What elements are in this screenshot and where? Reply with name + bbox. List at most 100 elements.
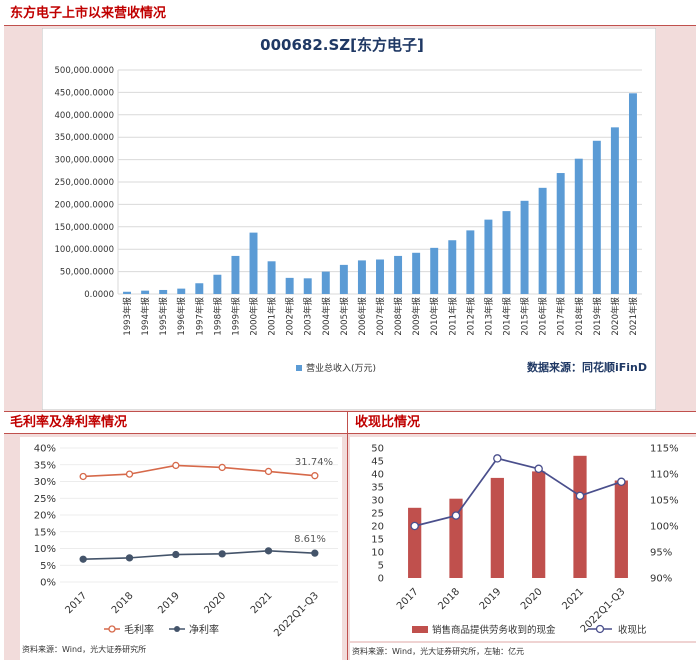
gross-margin-point (264, 467, 273, 476)
revenue-bar (628, 93, 637, 295)
revenue-x-tick: 2013年报 (483, 297, 494, 336)
revenue-x-tick: 2017年报 (556, 297, 567, 336)
column-divider (347, 412, 348, 660)
margin-y-tick: 35% (34, 460, 56, 471)
cash-bar (532, 471, 546, 578)
cash-bar (614, 480, 628, 578)
revenue-bar (466, 230, 475, 294)
margin-section-title: 毛利率及净利率情况 (10, 415, 128, 430)
revenue-bar (303, 278, 312, 294)
cash-y-tick-left: 15 (371, 535, 384, 546)
ratio-legend-label: 收现比 (618, 624, 647, 636)
ratio-legend-marker (595, 624, 605, 634)
margin-y-tick: 20% (34, 511, 56, 522)
margin-y-tick: 25% (34, 494, 56, 505)
revenue-x-tick: 2001年报 (267, 297, 278, 336)
cash-legend-swatch (412, 626, 428, 633)
gross-margin-line (83, 464, 315, 478)
revenue-bar (213, 274, 222, 294)
ratio-point (493, 454, 502, 463)
revenue-x-tick: 2006年报 (357, 297, 368, 336)
net-margin-point (311, 549, 319, 557)
revenue-x-tick: 2010年报 (429, 297, 440, 336)
revenue-bar (520, 200, 529, 294)
gross-legend-label: 毛利率 (124, 623, 154, 636)
cash-y-tick-right: 90% (650, 574, 672, 585)
revenue-bar (249, 232, 258, 294)
net-legend-label: 净利率 (189, 623, 219, 636)
revenue-x-tick: 2009年报 (411, 297, 422, 336)
revenue-bar (267, 261, 276, 294)
cash-y-tick-right: 95% (650, 548, 672, 559)
ratio-line (414, 457, 622, 527)
cash-chart-bg (350, 437, 696, 660)
revenue-chart-frame (42, 28, 656, 410)
revenue-chart-title: 000682.SZ[东方电子] (260, 36, 424, 54)
cash-bar (490, 477, 504, 578)
cash-bar (449, 498, 463, 578)
margin-y-tick: 15% (34, 527, 56, 538)
revenue-bar (285, 277, 294, 294)
revenue-bar (339, 264, 348, 294)
ratio-point (451, 511, 461, 520)
cash-y-tick-left: 0 (378, 574, 384, 585)
cash-y-tick-left: 40 (371, 470, 384, 481)
revenue-x-tick: 1999年报 (230, 297, 241, 336)
revenue-x-tick: 1994年报 (140, 297, 151, 336)
cash-y-tick-left: 35 (371, 483, 384, 494)
gross-margin-last-label: 31.74% (295, 457, 333, 468)
revenue-y-tick: 450,000.0000 (55, 88, 114, 98)
revenue-bar (357, 260, 366, 294)
margin-y-tick: 10% (34, 544, 56, 555)
cash-bar (573, 455, 587, 578)
cash-y-tick-left: 10 (371, 548, 384, 559)
cash-y-tick-left: 25 (371, 509, 384, 520)
gross-margin-point (125, 470, 134, 478)
gross-legend-marker (108, 625, 116, 633)
revenue-bar (592, 140, 601, 294)
revenue-bar (231, 255, 240, 294)
revenue-y-tick: 200,000.0000 (55, 200, 114, 210)
revenue-x-tick: 2016年报 (538, 297, 549, 336)
margin-y-tick: 40% (34, 444, 56, 455)
revenue-y-tick: 50,000.0000 (60, 268, 114, 278)
revenue-legend-label: 营业总收入(万元) (306, 362, 376, 374)
net-margin-point (79, 555, 87, 563)
cash-y-tick-right: 115% (650, 444, 679, 455)
margin-y-tick: 0% (40, 578, 56, 589)
cash-y-tick-left: 5 (378, 561, 384, 572)
gross-margin-point (218, 463, 226, 472)
net-margin-point (264, 547, 273, 555)
revenue-chart: 000682.SZ[东方电子] 500,000.0000 450,000.0000… (42, 28, 656, 410)
ratio-point (617, 477, 626, 487)
revenue-bar (394, 255, 403, 294)
net-margin-point (125, 554, 134, 562)
net-margin-point (172, 550, 180, 559)
revenue-x-tick: 2012年报 (465, 297, 476, 336)
net-margin-line (83, 550, 315, 561)
cash-y-tick-right: 100% (650, 522, 679, 533)
cash-y-tick-left: 45 (371, 457, 384, 468)
revenue-bar (412, 252, 421, 294)
revenue-bar (556, 173, 565, 294)
cash-y-tick-left: 30 (371, 496, 384, 507)
revenue-x-tick: 2004年报 (321, 297, 332, 336)
revenue-x-tick: 2002年报 (285, 297, 296, 336)
top-divider (4, 25, 696, 26)
cash-legend-label: 销售商品提供劳务收到的现金 (432, 624, 556, 636)
net-legend-marker (174, 626, 180, 632)
revenue-bar (123, 291, 132, 294)
margin-chart: 40%35%30%25%20%15%10%5%0% 2017 2018 2019 20… (20, 437, 342, 660)
cash-source-label: 资料来源：Wind，光大证券研究所，左轴：亿元 (352, 646, 524, 656)
revenue-bar (538, 187, 547, 294)
revenue-y-tick: 300,000.0000 (55, 156, 114, 166)
revenue-x-tick: 1996年报 (176, 297, 187, 336)
revenue-x-tick: 2003年报 (303, 297, 314, 336)
cash-y-tick-right: 110% (650, 470, 679, 481)
margin-y-tick: 30% (34, 477, 56, 488)
cash-y-tick-left: 20 (371, 522, 384, 533)
ratio-point (575, 491, 585, 501)
revenue-x-tick: 2011年报 (447, 297, 458, 336)
cash-section-title: 收现比情况 (355, 415, 421, 430)
revenue-x-tick: 2000年报 (249, 297, 260, 336)
